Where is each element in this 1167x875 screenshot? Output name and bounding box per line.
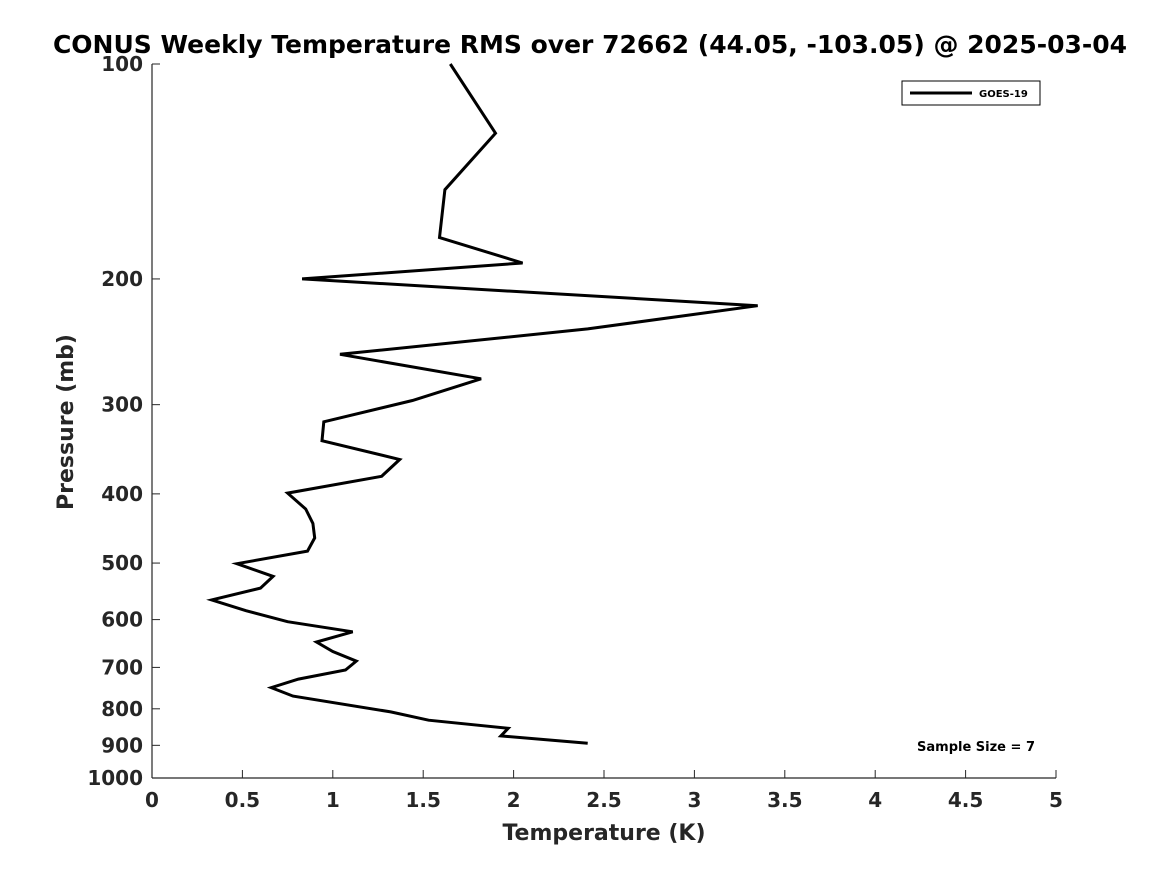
series-line-goes-19 (206, 63, 758, 745)
x-tick-label: 1.5 (405, 788, 440, 812)
y-tick-label: 400 (101, 482, 143, 506)
x-axis: 0 0.5 1 1.5 2 2.5 3 3.5 4 4.5 5 (145, 770, 1063, 812)
y-tick-label: 200 (101, 267, 143, 291)
x-axis-label: Temperature (K) (502, 821, 705, 846)
x-tick-label: 3 (687, 788, 701, 812)
legend: GOES-19 (901, 80, 1041, 106)
legend-label-goes-19: GOES-19 (979, 89, 1028, 100)
y-tick-label: 900 (101, 733, 143, 757)
x-tick-label: 0 (145, 788, 159, 812)
x-tick-label: 1 (326, 788, 340, 812)
x-tick-label: 0.5 (225, 788, 260, 812)
x-tick-label: 3.5 (767, 788, 802, 812)
y-tick-label: 1000 (87, 766, 143, 790)
x-tick-label: 5 (1049, 788, 1063, 812)
y-tick-label: 800 (101, 697, 143, 721)
x-tick-label: 2.5 (586, 788, 621, 812)
y-tick-label: 600 (101, 608, 143, 632)
x-tick-label: 2 (507, 788, 521, 812)
x-tick-label: 4.5 (948, 788, 983, 812)
y-tick-label: 500 (101, 551, 143, 575)
sample-size-annotation: Sample Size = 7 (917, 740, 1035, 755)
x-tick-label: 4 (868, 788, 882, 812)
y-axis-label: Pressure (mb) (54, 334, 79, 510)
chart-title: CONUS Weekly Temperature RMS over 72662 … (53, 30, 1127, 59)
plot-area (206, 63, 758, 745)
y-tick-label: 700 (101, 655, 143, 679)
y-tick-label: 300 (101, 393, 143, 417)
y-tick-label: 100 (101, 52, 143, 76)
y-axis: 100 200 300 400 500 600 700 800 900 1000 (87, 52, 160, 790)
